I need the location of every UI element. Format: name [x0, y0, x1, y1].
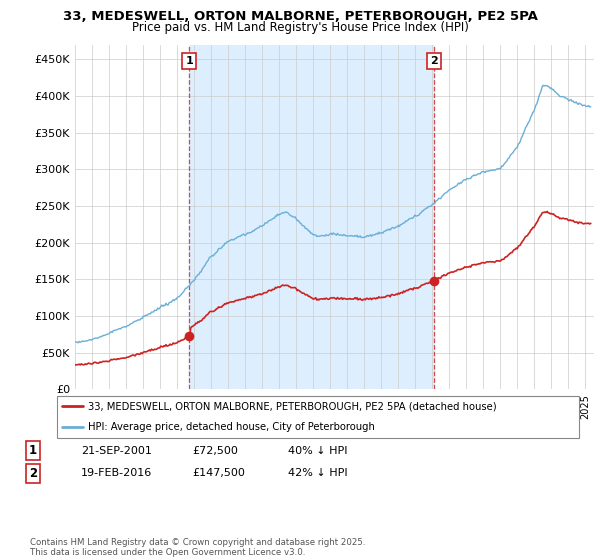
Text: 21-SEP-2001: 21-SEP-2001 [81, 446, 152, 456]
Text: £147,500: £147,500 [192, 468, 245, 478]
Text: 1: 1 [29, 444, 37, 458]
Bar [190, 45, 434, 389]
Text: 19-FEB-2016: 19-FEB-2016 [81, 468, 152, 478]
Text: Contains HM Land Registry data © Crown copyright and database right 2025.
This d: Contains HM Land Registry data © Crown c… [30, 538, 365, 557]
FancyBboxPatch shape [56, 395, 580, 438]
Text: Price paid vs. HM Land Registry's House Price Index (HPI): Price paid vs. HM Land Registry's House … [131, 21, 469, 34]
Text: 42% ↓ HPI: 42% ↓ HPI [288, 468, 347, 478]
Text: 1: 1 [185, 56, 193, 66]
Text: HPI: Average price, detached house, City of Peterborough: HPI: Average price, detached house, City… [88, 422, 375, 432]
Text: 33, MEDESWELL, ORTON MALBORNE, PETERBOROUGH, PE2 5PA: 33, MEDESWELL, ORTON MALBORNE, PETERBORO… [62, 10, 538, 23]
Text: 40% ↓ HPI: 40% ↓ HPI [288, 446, 347, 456]
Text: 33, MEDESWELL, ORTON MALBORNE, PETERBOROUGH, PE2 5PA (detached house): 33, MEDESWELL, ORTON MALBORNE, PETERBORO… [88, 401, 497, 411]
Text: 2: 2 [431, 56, 438, 66]
Text: 2: 2 [29, 466, 37, 480]
Text: £72,500: £72,500 [192, 446, 238, 456]
